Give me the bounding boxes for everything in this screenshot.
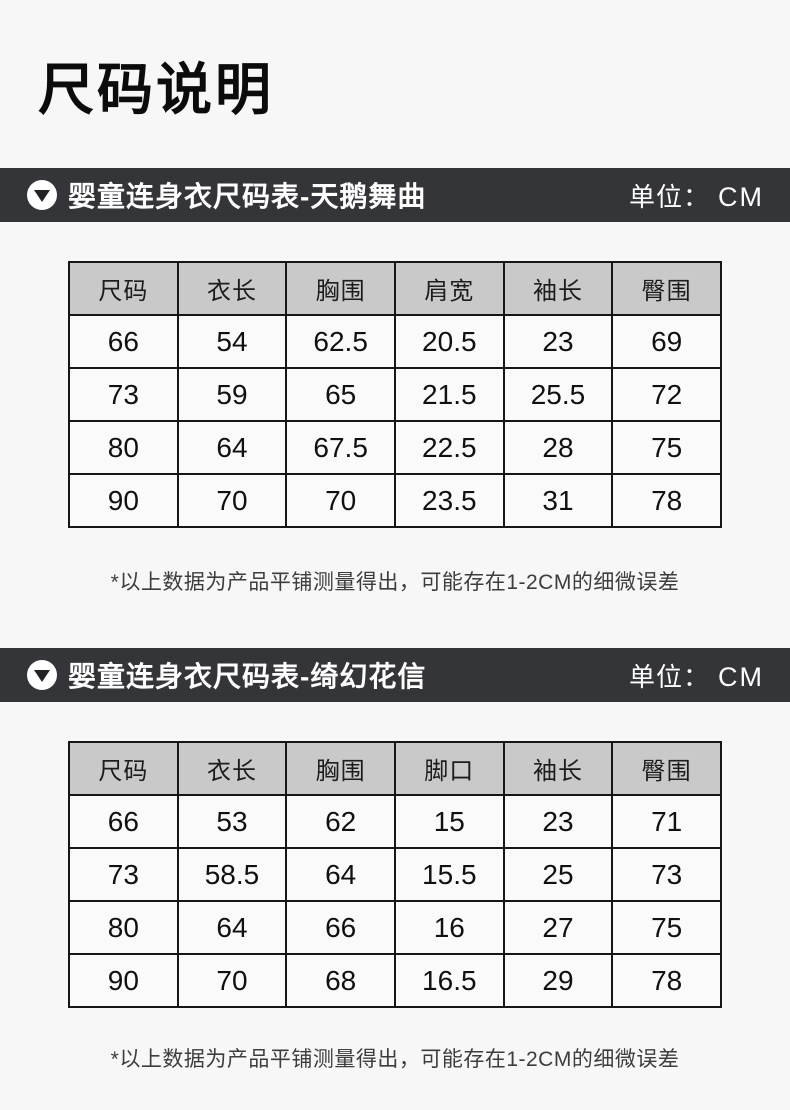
table-cell: 59 xyxy=(176,367,288,422)
table-cell: 53 xyxy=(176,794,288,849)
table-cell: 25 xyxy=(502,847,614,902)
table-row: 66 53 62 15 23 71 xyxy=(68,794,722,849)
header-cell: 袖长 xyxy=(502,741,614,796)
table-cell: 73 xyxy=(68,847,179,902)
header-cell: 衣长 xyxy=(176,741,288,796)
table-cell: 16.5 xyxy=(393,953,505,1008)
unit-label: 单位： xyxy=(628,661,710,692)
table-cell: 23 xyxy=(502,314,614,369)
table-cell: 80 xyxy=(68,420,179,475)
table-cell: 66 xyxy=(68,314,179,369)
unit-indicator: 单位： CM xyxy=(629,177,764,214)
table-cell: 67.5 xyxy=(285,420,396,475)
header-cell: 袖长 xyxy=(502,261,614,316)
section-heading: 婴童连身衣尺码表-天鹅舞曲 xyxy=(68,181,427,212)
table-cell: 25.5 xyxy=(502,367,614,422)
table-row: 80 64 66 16 27 75 xyxy=(68,900,722,955)
header-cell: 胸围 xyxy=(285,261,396,316)
table-cell: 22.5 xyxy=(393,420,505,475)
table-cell: 90 xyxy=(68,953,179,1008)
table-cell: 75 xyxy=(611,420,722,475)
table-cell: 27 xyxy=(502,900,614,955)
triangle-down-circle-icon xyxy=(27,660,57,690)
table-cell: 16 xyxy=(393,900,505,955)
header-cell: 臀围 xyxy=(611,741,722,796)
unit-indicator: 单位： CM xyxy=(629,657,764,694)
measurement-note: *以上数据为产品平铺测量得出，可能存在1-2CM的细微误差 xyxy=(110,1048,680,1071)
table-cell: 20.5 xyxy=(393,314,505,369)
table-cell: 31 xyxy=(502,473,614,528)
header-cell: 肩宽 xyxy=(393,261,505,316)
table-cell: 62.5 xyxy=(285,314,396,369)
table-row: 80 64 67.5 22.5 28 75 xyxy=(68,420,722,475)
section-heading: 婴童连身衣尺码表-绮幻花信 xyxy=(68,661,427,692)
table-cell: 15.5 xyxy=(393,847,505,902)
table-cell: 75 xyxy=(611,900,722,955)
table-cell: 65 xyxy=(285,367,396,422)
table-row: 66 54 62.5 20.5 23 69 xyxy=(68,314,722,369)
table-cell: 90 xyxy=(68,473,179,528)
table-header-row: 尺码 衣长 胸围 肩宽 袖长 臀围 xyxy=(68,261,722,316)
table-cell: 23.5 xyxy=(393,473,505,528)
table-cell: 78 xyxy=(611,473,722,528)
table-header-row: 尺码 衣长 胸围 脚口 袖长 臀围 xyxy=(68,741,722,796)
table-cell: 62 xyxy=(285,794,396,849)
table-cell: 28 xyxy=(502,420,614,475)
table-cell: 73 xyxy=(68,367,179,422)
table-cell: 70 xyxy=(176,953,288,1008)
table-cell: 70 xyxy=(285,473,396,528)
header-cell: 尺码 xyxy=(68,261,179,316)
triangle-down-circle-icon xyxy=(27,180,57,210)
section-bar-swan-dance: 婴童连身衣尺码表-天鹅舞曲 单位： CM xyxy=(0,168,790,222)
table-cell: 15 xyxy=(393,794,505,849)
table-cell: 72 xyxy=(611,367,722,422)
unit-value: CM xyxy=(718,181,764,212)
size-table-fantasy-blossom: 尺码 衣长 胸围 脚口 袖长 臀围 66 53 62 15 23 71 73 58.5 64 15.5 25 7… xyxy=(68,741,722,1008)
page-title: 尺码说明 xyxy=(38,58,274,121)
table-cell: 58.5 xyxy=(176,847,288,902)
table-cell: 78 xyxy=(611,953,722,1008)
table-cell: 64 xyxy=(176,900,288,955)
table-row: 73 58.5 64 15.5 25 73 xyxy=(68,847,722,902)
table-cell: 73 xyxy=(611,847,722,902)
table-cell: 21.5 xyxy=(393,367,505,422)
table-cell: 64 xyxy=(285,847,396,902)
header-cell: 尺码 xyxy=(68,741,179,796)
table-cell: 71 xyxy=(611,794,722,849)
table-row: 90 70 70 23.5 31 78 xyxy=(68,473,722,528)
size-table-swan-dance: 尺码 衣长 胸围 肩宽 袖长 臀围 66 54 62.5 20.5 23 69 73 59 65 21.5 2… xyxy=(68,261,722,528)
table-cell: 23 xyxy=(502,794,614,849)
table-row: 73 59 65 21.5 25.5 72 xyxy=(68,367,722,422)
table-cell: 70 xyxy=(176,473,288,528)
section-bar-fantasy-blossom: 婴童连身衣尺码表-绮幻花信 单位： CM xyxy=(0,648,790,702)
table-cell: 66 xyxy=(285,900,396,955)
unit-value: CM xyxy=(718,661,764,692)
unit-label: 单位： xyxy=(628,181,710,212)
table-cell: 29 xyxy=(502,953,614,1008)
table-cell: 54 xyxy=(176,314,288,369)
header-cell: 衣长 xyxy=(176,261,288,316)
table-cell: 64 xyxy=(176,420,288,475)
table-cell: 69 xyxy=(611,314,722,369)
table-cell: 80 xyxy=(68,900,179,955)
header-cell: 胸围 xyxy=(285,741,396,796)
table-cell: 68 xyxy=(285,953,396,1008)
measurement-note: *以上数据为产品平铺测量得出，可能存在1-2CM的细微误差 xyxy=(110,571,680,594)
table-cell: 66 xyxy=(68,794,179,849)
header-cell: 脚口 xyxy=(393,741,505,796)
header-cell: 臀围 xyxy=(611,261,722,316)
table-row: 90 70 68 16.5 29 78 xyxy=(68,953,722,1008)
